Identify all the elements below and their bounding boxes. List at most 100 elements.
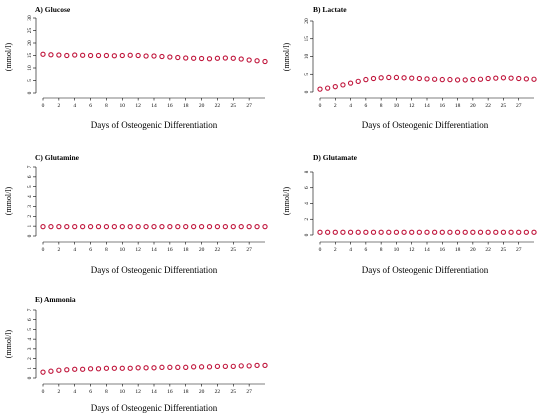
y-tick-label: 0 <box>27 91 33 94</box>
x-tick-label: 2 <box>57 389 60 395</box>
mean-point <box>447 76 453 83</box>
x-tick-label: 22 <box>215 389 221 395</box>
mean-point <box>167 54 173 60</box>
x-tick-label: 22 <box>485 103 491 109</box>
x-tick-label: 0 <box>42 247 45 253</box>
y-tick-label: 6 <box>27 175 33 178</box>
x-tick-label: 16 <box>440 247 446 253</box>
mean-point <box>355 229 361 235</box>
panel-title: E) Ammonia <box>35 295 76 304</box>
mean-point <box>262 223 268 230</box>
mean-point <box>222 363 229 369</box>
mean-point <box>531 76 537 82</box>
mean-point <box>175 223 181 230</box>
mean-point <box>238 363 244 369</box>
mean-point <box>183 223 189 230</box>
mean-point <box>500 229 507 235</box>
panel-ammonia: E) Ammonia (mmol/l) Days of Osteogenic D… <box>4 295 268 413</box>
x-tick-label: 18 <box>455 103 461 109</box>
x-tick-label: 14 <box>151 103 157 109</box>
panel-title: C) Glutamine <box>35 153 80 162</box>
mean-point <box>214 223 221 230</box>
mean-point <box>127 365 133 371</box>
mean-point <box>119 52 125 59</box>
mean-point <box>462 229 468 235</box>
mean-point <box>151 53 157 59</box>
mean-point <box>393 229 400 235</box>
mean-point <box>56 52 62 58</box>
x-tick-label: 0 <box>319 247 322 253</box>
mean-point <box>470 229 476 235</box>
x-tick-label: 18 <box>455 247 461 253</box>
y-tick-label: 7 <box>27 165 33 168</box>
x-tick-label: 22 <box>215 103 221 109</box>
x-tick-label: 16 <box>440 103 446 109</box>
x-tick-label: 8 <box>105 103 108 109</box>
x-tick-label: 4 <box>73 389 76 395</box>
mean-point <box>238 56 244 62</box>
mean-point <box>143 53 149 59</box>
x-tick-label: 10 <box>394 247 400 253</box>
y-tick-label: 5 <box>27 79 33 82</box>
mean-point <box>447 229 453 235</box>
x-tick-label: 6 <box>364 247 367 253</box>
x-tick-label: 18 <box>183 389 189 395</box>
y-tick-label: 4 <box>27 338 33 341</box>
mean-point <box>246 223 252 230</box>
mean-point <box>111 365 118 371</box>
mean-point <box>56 223 62 230</box>
y-tick-label: 7 <box>27 308 33 311</box>
mean-point <box>401 75 407 81</box>
y-tick-label: 1 <box>27 367 33 370</box>
x-tick-label: 27 <box>516 247 522 253</box>
x-tick-label: 4 <box>73 247 76 253</box>
mean-point <box>56 367 62 373</box>
mean-point <box>454 229 461 235</box>
x-tick-label: 10 <box>394 103 400 109</box>
x-tick-label: 8 <box>105 247 108 253</box>
x-tick-label: 25 <box>231 103 237 109</box>
mean-point <box>332 229 338 235</box>
mean-point <box>95 366 102 372</box>
mean-point <box>111 223 118 230</box>
x-tick-label: 16 <box>167 389 173 395</box>
x-tick-label: 22 <box>485 247 491 253</box>
mean-point <box>198 223 205 230</box>
mean-point <box>206 56 213 62</box>
x-tick-label: 8 <box>380 103 383 109</box>
mean-point <box>190 364 197 370</box>
mean-point <box>516 229 522 235</box>
mean-point <box>143 365 149 371</box>
x-tick-label: 14 <box>151 389 157 395</box>
x-tick-label: 6 <box>89 389 92 395</box>
x-axis-label: Days of Osteogenic Differentiation <box>91 403 218 413</box>
x-tick-label: 27 <box>516 103 522 109</box>
mean-point <box>48 52 54 58</box>
x-axis-label: Days of Osteogenic Differentiation <box>362 265 489 275</box>
x-tick-label: 8 <box>105 389 108 395</box>
x-tick-label: 14 <box>424 247 430 253</box>
mean-point <box>214 55 221 61</box>
x-tick-label: 10 <box>120 247 126 253</box>
mean-point <box>40 51 46 57</box>
x-tick-label: 10 <box>120 389 126 395</box>
mean-point <box>151 223 157 230</box>
x-tick-label: 14 <box>151 247 157 253</box>
mean-point <box>183 55 189 61</box>
y-axis-label: (mmol/l) <box>4 186 13 215</box>
panel-title: D) Glutamate <box>313 153 358 162</box>
mean-point <box>416 75 423 82</box>
y-tick-label: 10 <box>304 54 310 60</box>
mean-point <box>409 75 415 81</box>
mean-point <box>340 229 346 235</box>
mean-point <box>238 223 244 230</box>
x-tick-label: 2 <box>334 247 337 253</box>
mean-point <box>167 364 173 370</box>
x-tick-label: 22 <box>215 247 221 253</box>
y-tick-label: 0 <box>27 376 33 379</box>
x-tick-label: 25 <box>231 389 237 395</box>
mean-point <box>523 229 530 235</box>
x-tick-label: 27 <box>246 247 252 253</box>
y-axis-label: (mmol/l) <box>282 186 291 215</box>
mean-point <box>64 367 70 373</box>
